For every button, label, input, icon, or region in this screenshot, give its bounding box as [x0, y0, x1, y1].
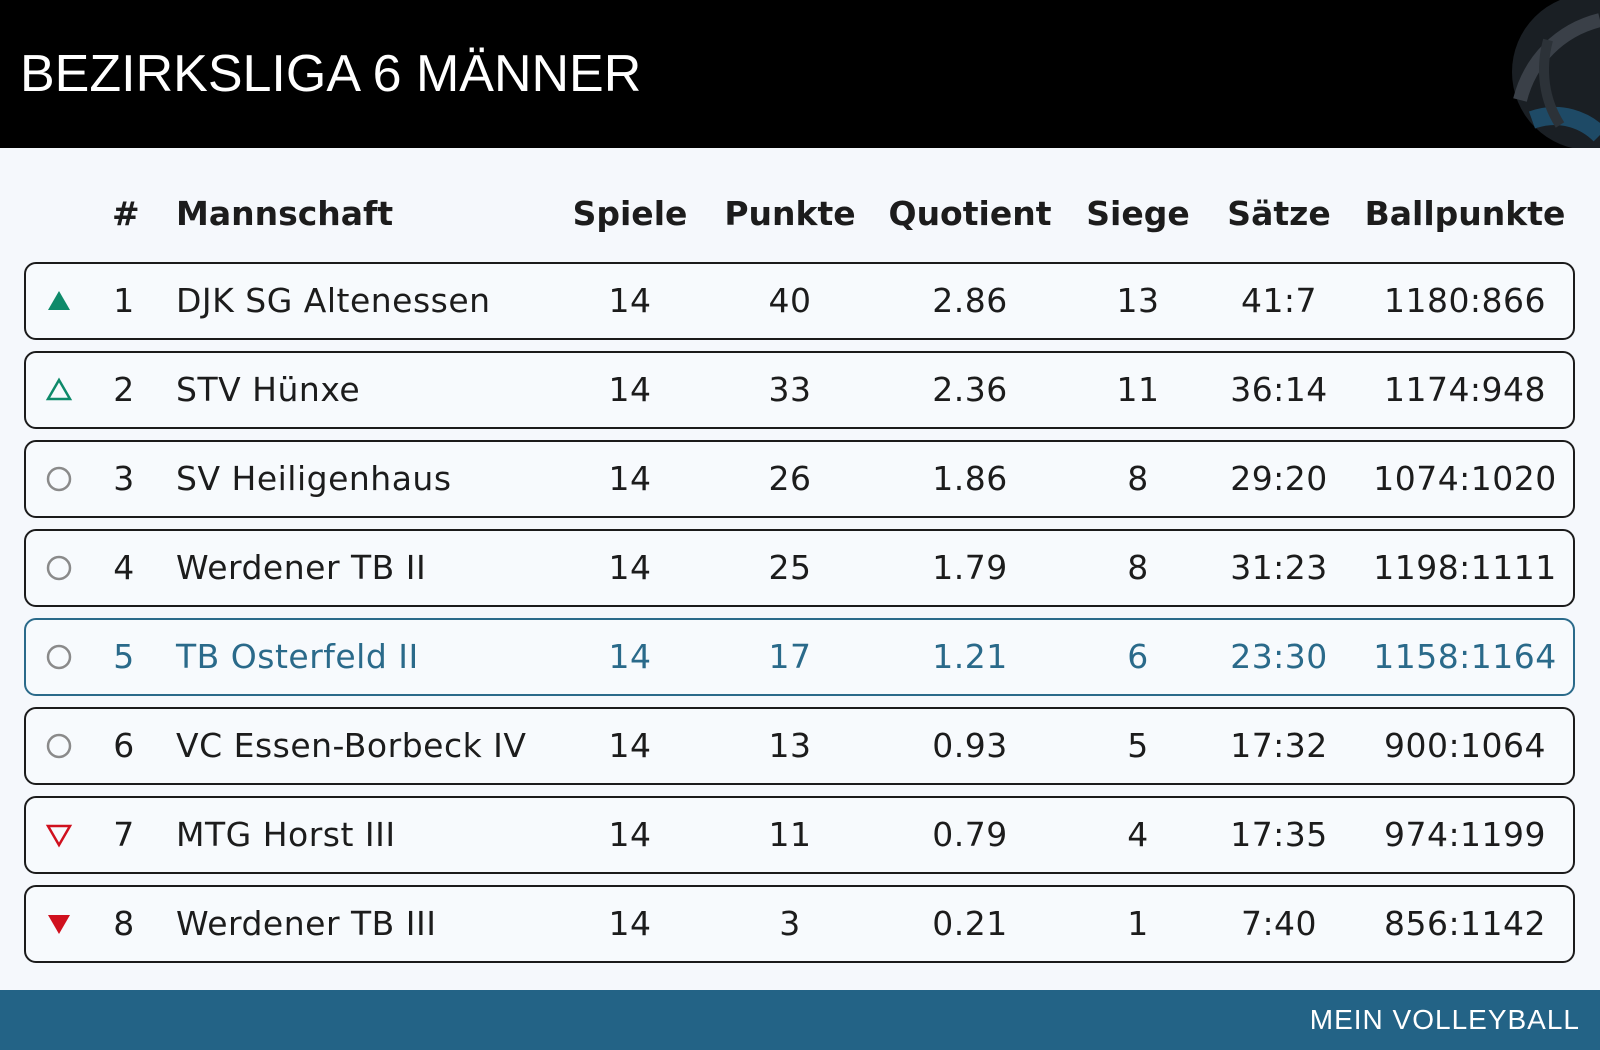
games-cell: 14 [608, 548, 652, 587]
ballpoints-cell: 856:1142 [1383, 904, 1547, 943]
games-cell: 14 [608, 281, 652, 320]
table-row[interactable]: 7 MTG Horst III 14 11 0.79 4 17:35 974:1199 [24, 796, 1575, 874]
games-cell: 14 [608, 637, 652, 676]
quotient-cell: 2.36 [932, 370, 1008, 409]
sets-cell: 41:7 [1240, 281, 1318, 320]
rank-cell: 6 [113, 726, 135, 765]
promotion-triangle-outline-icon [45, 377, 73, 401]
quotient-cell: 1.86 [932, 459, 1008, 498]
sets-cell: 7:40 [1240, 904, 1318, 943]
team-name-cell: TB Osterfeld II [176, 637, 419, 676]
footer-brand: MEIN VOLLEYBALL [1309, 1004, 1580, 1035]
wins-cell: 13 [1116, 281, 1160, 320]
points-cell: 3 [779, 904, 801, 943]
table-row[interactable]: 6 VC Essen-Borbeck IV 14 13 0.93 5 17:32 900:10… [24, 707, 1575, 785]
wins-cell: 1 [1127, 904, 1149, 943]
neutral-circle-icon [46, 466, 72, 492]
team-name-cell: SV Heiligenhaus [176, 459, 452, 498]
column-header-wins: Siege [1086, 194, 1190, 233]
column-header-games: Spiele [572, 194, 688, 233]
team-name-cell: Werdener TB III [176, 904, 437, 943]
header-bar: BEZIRKSLIGA 6 MÄNNER [0, 0, 1600, 148]
games-cell: 14 [608, 904, 652, 943]
wins-cell: 6 [1127, 637, 1149, 676]
rank-cell: 2 [113, 370, 135, 409]
sets-cell: 17:32 [1230, 726, 1328, 765]
column-header-sets: Sätze [1227, 194, 1331, 233]
table-row[interactable]: 2 STV Hünxe 14 33 2.36 11 36:14 1174:948 [24, 351, 1575, 429]
ballpoints-cell: 974:1199 [1383, 815, 1547, 854]
column-header-team: Mannschaft [176, 194, 394, 233]
table-row[interactable]: 1 DJK SG Altenessen 14 40 2.86 13 41:7 1180:866 [24, 262, 1575, 340]
rank-cell: 5 [113, 637, 135, 676]
quotient-cell: 2.86 [932, 281, 1008, 320]
relegation-triangle-outline-icon [45, 824, 73, 848]
ballpoints-cell: 1198:1111 [1373, 548, 1557, 587]
rank-cell: 4 [113, 548, 135, 587]
page-title: BEZIRKSLIGA 6 MÄNNER [20, 45, 642, 103]
team-name-cell: MTG Horst III [176, 815, 396, 854]
table-row[interactable]: 3 SV Heiligenhaus 14 26 1.86 8 29:20 1074:1020 [24, 440, 1575, 518]
table-row[interactable]: 8 Werdener TB III 14 3 0.21 1 7:40 856:1142 [24, 885, 1575, 963]
neutral-circle-icon [46, 555, 72, 581]
table-row[interactable]: 4 Werdener TB II 14 25 1.79 8 31:23 1198:1111 [24, 529, 1575, 607]
wins-cell: 5 [1127, 726, 1149, 765]
ballpoints-cell: 1180:866 [1383, 281, 1547, 320]
ballpoints-cell: 1174:948 [1383, 370, 1547, 409]
ballpoints-cell: 900:1064 [1383, 726, 1547, 765]
team-name-cell: Werdener TB II [176, 548, 427, 587]
points-cell: 33 [768, 370, 812, 409]
ballpoints-cell: 1158:1164 [1373, 637, 1557, 676]
rank-cell: 1 [113, 281, 135, 320]
points-cell: 17 [768, 637, 812, 676]
ballpoints-cell: 1074:1020 [1373, 459, 1557, 498]
column-header-points: Punkte [724, 194, 856, 233]
points-cell: 11 [768, 815, 812, 854]
quotient-cell: 1.79 [932, 548, 1008, 587]
footer-bar: MEIN VOLLEYBALL [0, 990, 1600, 1050]
team-name-cell: DJK SG Altenessen [176, 281, 491, 320]
wins-cell: 4 [1127, 815, 1149, 854]
wins-cell: 8 [1127, 548, 1149, 587]
sets-cell: 36:14 [1230, 370, 1328, 409]
promotion-triangle-filled-icon [48, 291, 70, 310]
quotient-cell: 0.21 [932, 904, 1008, 943]
sets-cell: 23:30 [1230, 637, 1328, 676]
quotient-cell: 1.21 [932, 637, 1008, 676]
rank-cell: 3 [113, 459, 135, 498]
team-name-cell: STV Hünxe [176, 370, 361, 409]
sets-cell: 17:35 [1230, 815, 1328, 854]
rank-cell: 7 [113, 815, 135, 854]
games-cell: 14 [608, 726, 652, 765]
column-header-ballpoints: Ballpunkte [1364, 194, 1566, 233]
column-header-quotient: Quotient [888, 194, 1052, 233]
quotient-cell: 0.93 [932, 726, 1008, 765]
sets-cell: 29:20 [1230, 459, 1328, 498]
neutral-circle-icon [46, 733, 72, 759]
games-cell: 14 [608, 459, 652, 498]
points-cell: 25 [768, 548, 812, 587]
team-name-cell: VC Essen-Borbeck IV [176, 726, 527, 765]
points-cell: 13 [768, 726, 812, 765]
quotient-cell: 0.79 [932, 815, 1008, 854]
wins-cell: 11 [1116, 370, 1160, 409]
table-row[interactable]: 5 TB Osterfeld II 14 17 1.21 6 23:30 1158:1164 [24, 618, 1575, 696]
points-cell: 40 [768, 281, 812, 320]
wins-cell: 8 [1127, 459, 1149, 498]
rank-cell: 8 [113, 904, 135, 943]
sets-cell: 31:23 [1230, 548, 1328, 587]
games-cell: 14 [608, 815, 652, 854]
column-header-rank: # [112, 194, 140, 233]
volleyball-logo-icon [1512, 0, 1600, 148]
relegation-triangle-filled-icon [48, 915, 70, 934]
games-cell: 14 [608, 370, 652, 409]
points-cell: 26 [768, 459, 812, 498]
neutral-circle-icon [46, 644, 72, 670]
